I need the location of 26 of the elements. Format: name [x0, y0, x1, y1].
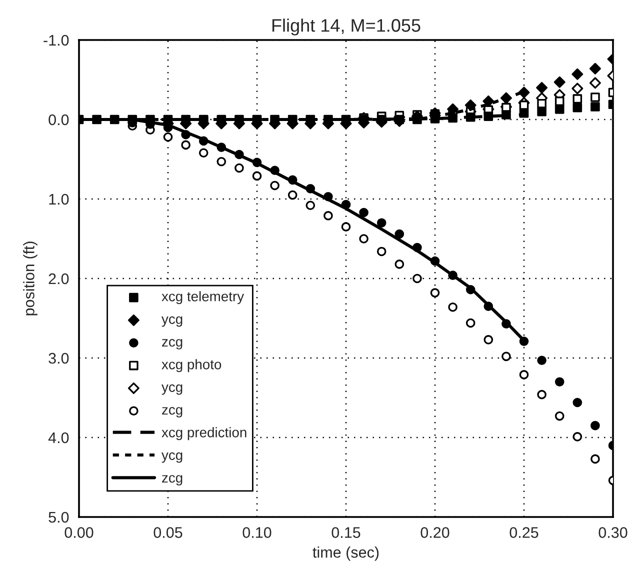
y-tick-label: 3.0 — [48, 352, 69, 364]
y-tick-label: 5.0 — [48, 512, 69, 523]
x-tick-label: 0.15 — [332, 527, 360, 538]
x-tick-label: 0.05 — [154, 527, 182, 538]
legend-label: zcg — [162, 339, 182, 350]
x-tick-label: 0.20 — [420, 527, 450, 538]
legend-label: zcg — [162, 407, 182, 418]
legend-label: xcg telemetry — [162, 291, 244, 304]
y-tick-label: 4.0 — [48, 432, 69, 444]
legend-label: xcg photo — [162, 359, 222, 372]
legend-label: zcg — [162, 475, 182, 486]
y-axis-title: position (ft) — [23, 242, 38, 316]
x-tick-label: 0.30 — [598, 527, 628, 538]
y-tick-label: 1.0 — [49, 194, 69, 205]
legend-label: ycg — [162, 452, 182, 463]
x-tick-label: 0.10 — [242, 527, 272, 538]
y-tick-label: 0.0 — [48, 114, 69, 126]
chart-title: Flight 14, M=1.055 — [272, 18, 420, 36]
y-tick-label: -1.0 — [44, 34, 69, 46]
x-axis-title: time (sec) — [312, 546, 379, 561]
legend-label: ycg — [162, 316, 182, 327]
x-tick-label: 0.00 — [64, 527, 94, 538]
x-tick-label: 0.25 — [510, 527, 538, 538]
y-tick-label: 2.0 — [48, 273, 69, 284]
legend-label: xcg prediction — [162, 427, 246, 440]
legend-label: ycg — [162, 384, 182, 395]
